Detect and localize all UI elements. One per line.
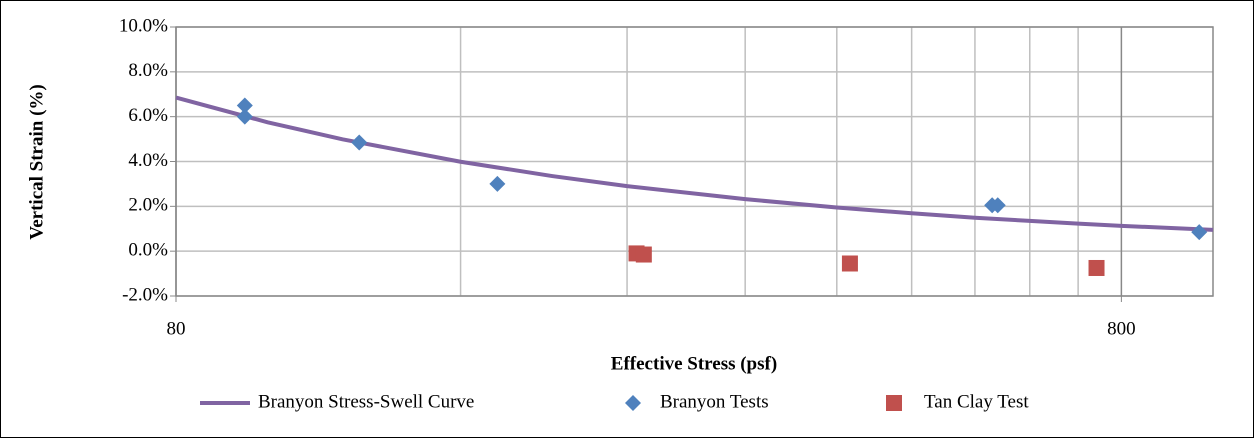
plot-frame — [175, 26, 1214, 297]
legend-label: Branyon Tests — [660, 391, 769, 412]
y-tick-label: 8.0% — [128, 60, 168, 81]
y-axis-title: Vertical Strain (%) — [26, 84, 47, 240]
y-tick-label: -2.0% — [122, 284, 168, 305]
square-marker — [1088, 259, 1105, 276]
diamond-marker — [236, 97, 253, 114]
diamond-marker — [351, 134, 368, 151]
diamond-marker — [236, 108, 253, 125]
square-marker — [841, 255, 858, 272]
legend-label: Branyon Stress-Swell Curve — [258, 391, 474, 412]
y-tick-label: 4.0% — [128, 150, 168, 171]
diamond-marker — [1191, 224, 1208, 241]
square-marker — [635, 246, 652, 263]
y-tick-label: 6.0% — [128, 105, 168, 126]
diamond-marker — [489, 175, 506, 192]
legend-swatch — [886, 395, 902, 411]
x-tick-label: 80 — [167, 318, 186, 339]
x-tick-label: 800 — [1107, 318, 1136, 339]
diamond-marker — [989, 197, 1006, 214]
x-axis-title: Effective Stress (psf) — [611, 353, 777, 374]
y-tick-label: 10.0% — [119, 15, 168, 36]
y-tick-label: 0.0% — [128, 240, 168, 261]
legend-label: Tan Clay Test — [924, 391, 1029, 412]
legend-swatch — [625, 395, 641, 411]
y-tick-label: 2.0% — [128, 195, 168, 216]
